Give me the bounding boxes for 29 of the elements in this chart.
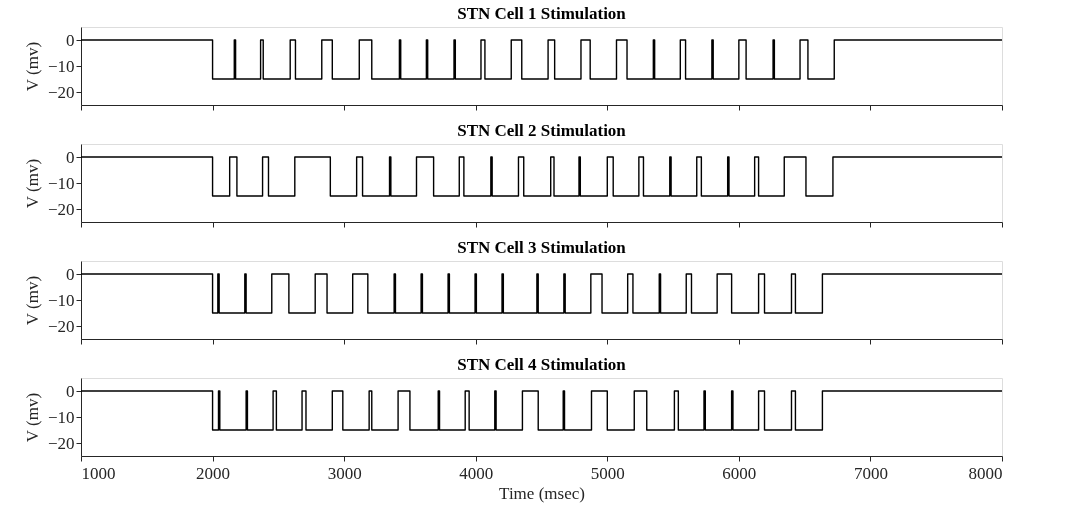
y-tick-label: −10 <box>47 290 75 310</box>
x-tick-label: 5000 <box>590 463 625 483</box>
x-tick-label: 8000 <box>968 463 1003 483</box>
x-tick-label: 6000 <box>722 463 757 483</box>
y-tick-label: −20 <box>47 82 75 102</box>
y-tick-label: −10 <box>47 173 75 193</box>
chart-title: STN Cell 3 Stimulation <box>457 238 627 257</box>
x-axis-title: Time (msec) <box>499 483 585 503</box>
y-tick-label: 0 <box>66 381 75 401</box>
y-tick-label: −20 <box>47 433 75 453</box>
x-tick-label: 2000 <box>196 463 231 483</box>
y-tick-label: 0 <box>66 147 75 167</box>
x-tick-label: 1000 <box>81 463 116 483</box>
y-tick-label: −10 <box>47 407 75 427</box>
y-tick-label: 0 <box>66 264 75 284</box>
chart-title: STN Cell 1 Stimulation <box>457 4 627 23</box>
x-tick-label: 3000 <box>327 463 362 483</box>
y-tick-label: −20 <box>47 316 75 336</box>
y-axis-title: V (mv) <box>22 275 42 326</box>
x-tick-label: 4000 <box>459 463 494 483</box>
y-axis-title: V (mv) <box>22 41 42 92</box>
y-tick-label: −10 <box>47 56 75 76</box>
chart-title: STN Cell 2 Stimulation <box>457 121 627 140</box>
y-tick-label: 0 <box>66 30 75 50</box>
y-axis-title: V (mv) <box>22 158 42 209</box>
x-tick-label: 7000 <box>853 463 888 483</box>
y-tick-label: −20 <box>47 199 75 219</box>
chart-title: STN Cell 4 Stimulation <box>457 355 627 374</box>
y-axis-title: V (mv) <box>22 392 42 443</box>
